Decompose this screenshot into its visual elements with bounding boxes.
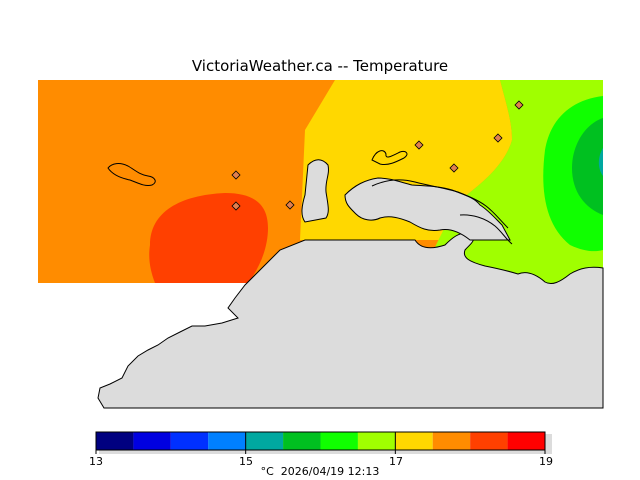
- map-title: VictoriaWeather.ca -- Temperature: [191, 57, 449, 75]
- legend-color-bar: [95, 431, 552, 454]
- legend-swatch: [507, 432, 545, 450]
- temp-zone-15-15.5: [572, 118, 603, 215]
- station-marker: [414, 140, 424, 150]
- station-marker: [514, 100, 524, 110]
- legend-swatch: [283, 432, 321, 450]
- legend-timestamp: 2026/04/19 12:13: [280, 465, 380, 478]
- coast-channel: [371, 179, 513, 245]
- legend-swatch: [245, 432, 284, 450]
- temp-zone-14.5-15: [598, 148, 603, 176]
- legend-caption: °C 2026/04/19 12:13: [0, 465, 640, 478]
- station-marker: [493, 133, 503, 143]
- legend-tick-15: 15: [239, 455, 253, 468]
- legend-swatch: [357, 432, 396, 450]
- legend-tick-13: 13: [89, 455, 103, 468]
- land-mainland-south: [97, 232, 604, 409]
- legend-swatch: [320, 432, 358, 450]
- legend-swatch: [170, 432, 209, 450]
- legend-swatch: [133, 432, 171, 450]
- legend-swatch: [96, 432, 134, 450]
- legend-swatch: [432, 432, 471, 450]
- legend-tick-17: 17: [389, 455, 403, 468]
- legend-tick-19: 19: [539, 455, 553, 468]
- stations: [231, 100, 524, 211]
- land-saanich-peninsula: [301, 159, 511, 241]
- legend-unit: °C: [260, 465, 274, 478]
- station-marker: [285, 200, 295, 210]
- station-marker: [231, 201, 241, 211]
- temp-zone-18-19: [149, 193, 268, 283]
- coast-inlet: [371, 150, 408, 165]
- station-marker: [449, 163, 459, 173]
- legend-swatch: [470, 432, 508, 450]
- station-marker: [231, 170, 241, 180]
- legend-swatch: [395, 432, 433, 450]
- legend-swatch: [208, 432, 246, 450]
- island-sidney: [107, 163, 156, 186]
